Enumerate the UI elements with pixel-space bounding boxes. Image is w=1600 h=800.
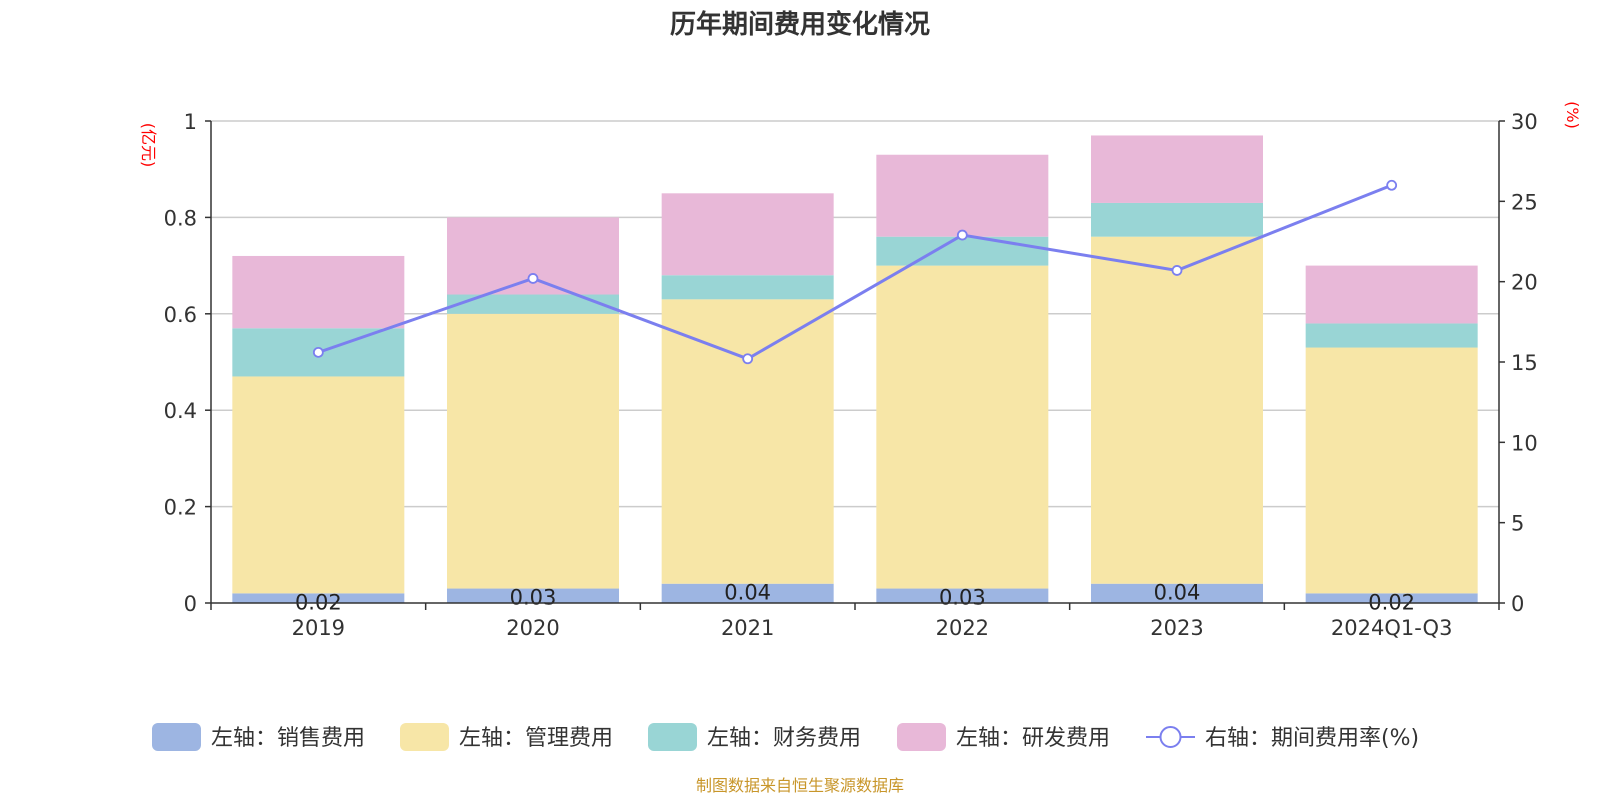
bar-segment — [1305, 323, 1478, 348]
left-tick-label: 1 — [184, 110, 197, 134]
line-point — [1171, 265, 1183, 276]
line-path — [317, 183, 1393, 361]
x-tick-label: 2023 — [1150, 616, 1203, 640]
bar-segment — [447, 294, 619, 314]
bar-segment — [232, 593, 405, 603]
bar-data-label: 0.04 — [724, 581, 771, 605]
legend-label: 右轴：期间费用率(%) — [1205, 726, 1419, 751]
source-note: 制图数据来自恒生聚源数据库 — [696, 776, 904, 795]
right-tick-label: 0 — [1511, 592, 1524, 616]
legend-label: 左轴：销售费用 — [211, 726, 365, 751]
left-tick-label: 0.6 — [164, 303, 197, 327]
left-tick-label: 0.8 — [164, 206, 197, 230]
bar-segment — [1305, 593, 1478, 603]
line-point — [1386, 179, 1398, 191]
right-tick-label: 5 — [1511, 512, 1524, 536]
x-tick-label: 2024Q1-Q3 — [1331, 616, 1453, 640]
legend-swatch — [152, 723, 201, 751]
right-tick-label: 25 — [1511, 190, 1538, 214]
line-point — [527, 273, 539, 284]
grid-lines — [211, 120, 1499, 508]
legend-label: 左轴：财务费用 — [707, 726, 861, 751]
bar-segment — [1305, 347, 1478, 594]
line-point — [956, 229, 968, 241]
legend: 左轴：销售费用 左轴：管理费用 左轴：财务费用 左轴：研发费用 右轴：期间费用率(%) — [152, 723, 1419, 751]
legend-label: 左轴：管理费用 — [459, 726, 613, 751]
bar-segment — [876, 154, 1049, 237]
left-tick-label: 0.4 — [164, 399, 197, 423]
bar-segment — [447, 588, 619, 603]
bar-segment — [661, 299, 834, 584]
legend-label: 左轴：研发费用 — [956, 726, 1110, 751]
bar-segment — [232, 255, 405, 329]
bar-segment — [876, 236, 1049, 266]
left-tick-label: 0.2 — [164, 496, 197, 520]
line-point — [742, 353, 754, 365]
right-tick-label: 30 — [1511, 110, 1538, 134]
bar-segment — [1091, 236, 1263, 584]
left-tick-label: 0 — [184, 592, 197, 616]
left-axis-unit: (亿元) — [139, 123, 158, 168]
chart-title: 历年期间费用变化情况 — [670, 9, 930, 40]
bar-segment — [661, 275, 834, 300]
x-tick-label: 2022 — [936, 616, 989, 640]
bar-segment — [232, 376, 405, 594]
bar-segment — [876, 588, 1049, 603]
bar-segment — [661, 193, 834, 276]
bar-data-label: 0.03 — [939, 586, 986, 610]
right-axis-unit: (%) — [1563, 101, 1582, 129]
x-tick-label: 2019 — [292, 616, 345, 640]
bar-series — [232, 135, 1478, 603]
bar-data-label: 0.04 — [1154, 581, 1201, 605]
x-tick-label: 2021 — [721, 616, 774, 640]
legend-swatch — [897, 723, 946, 751]
right-tick-label: 15 — [1511, 351, 1538, 375]
legend-swatch — [400, 723, 449, 751]
right-tick-label: 10 — [1511, 431, 1538, 455]
bar-segment — [447, 313, 619, 589]
x-tick-label: 2020 — [506, 616, 559, 640]
bar-labels: 0.02 0.03 0.04 0.03 0.04 0.02 — [295, 581, 1415, 615]
bar-segment — [1091, 202, 1263, 237]
bar-segment — [876, 265, 1049, 589]
line-series — [312, 179, 1398, 365]
bar-data-label: 0.03 — [510, 586, 557, 610]
bar-segment — [1091, 135, 1263, 203]
bar-segment — [661, 583, 834, 603]
bar-segment — [1091, 583, 1263, 603]
bar-segment — [1305, 265, 1478, 324]
legend-swatch — [648, 723, 697, 751]
line-point — [312, 346, 324, 358]
right-tick-label: 20 — [1511, 271, 1538, 295]
legend-marker — [1159, 726, 1182, 748]
